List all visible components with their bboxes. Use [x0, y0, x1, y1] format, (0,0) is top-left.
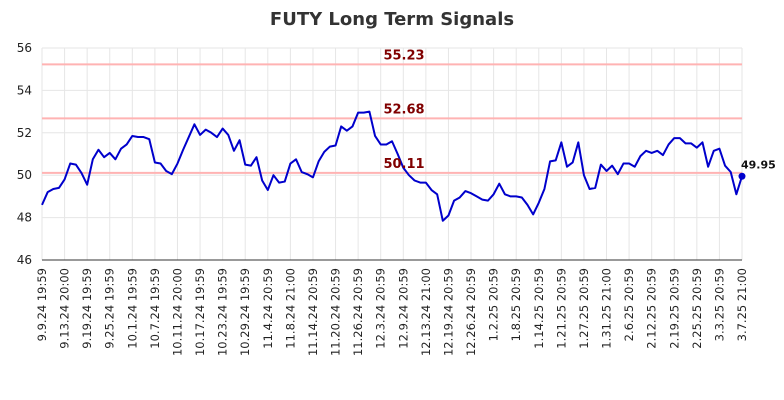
x-tick-label: 11.8.24 21:00 [283, 268, 297, 349]
x-tick-label: 11.26.24 20:59 [351, 268, 365, 356]
x-tick-label: 10.23.24 19:59 [216, 268, 230, 356]
x-tick-label: 12.19.24 20:59 [441, 268, 455, 356]
x-tick-label: 1.14.25 20:59 [532, 268, 546, 349]
series [41, 110, 746, 222]
x-tick-label: 2.25.25 20:59 [690, 268, 704, 349]
x-tick-label: 3.3.25 20:59 [712, 268, 726, 341]
x-tick-label: 10.11.24 20:00 [170, 268, 184, 356]
x-tick-label: 3.7.25 21:00 [735, 268, 749, 341]
last-value-label: 49.95 [741, 158, 776, 171]
x-tick-label: 1.31.25 21:00 [600, 268, 614, 349]
x-tick-label: 12.3.24 20:59 [374, 268, 388, 349]
axes: 46 48 50 52 54 56 9.9.24 19:59 9.13.24 20:00 9.1… [17, 41, 749, 356]
x-tick-label: 2.12.25 20:59 [645, 268, 659, 349]
levels [42, 63, 742, 174]
x-tick-label: 12.13.24 21:00 [419, 268, 433, 356]
x-tick-label: 9.13.24 20:00 [58, 268, 72, 349]
y-tick-label: 56 [17, 41, 32, 55]
x-tick-label: 9.25.24 19:59 [103, 268, 117, 349]
y-tick-label: 48 [17, 211, 32, 225]
chart-title: FUTY Long Term Signals [270, 9, 514, 30]
x-tick-label: 10.1.24 19:59 [125, 268, 139, 349]
x-tick-label: 2.6.25 20:59 [622, 268, 636, 341]
series-line [41, 110, 743, 222]
x-tick-label: 10.17.24 19:59 [193, 268, 207, 356]
last-point-marker [738, 172, 746, 180]
x-tick-label: 11.14.24 20:59 [306, 268, 320, 356]
labels: 55.23 52.68 50.11 49.95 [383, 48, 775, 172]
y-tick-label: 46 [17, 253, 32, 267]
x-tick-label: 9.19.24 19:59 [80, 268, 94, 349]
x-tick-label: 9.9.24 19:59 [35, 268, 49, 341]
x-tick-label: 11.20.24 20:59 [329, 268, 343, 356]
x-tick-label: 10.29.24 19:59 [238, 268, 252, 356]
level-label: 50.11 [383, 157, 424, 172]
x-tick-label: 12.9.24 20:59 [396, 268, 410, 349]
x-tick-label: 1.8.25 20:59 [509, 268, 523, 341]
level-label: 55.23 [383, 48, 424, 63]
x-tick-label: 1.21.25 20:59 [554, 268, 568, 349]
x-tick-label: 1.27.25 20:59 [577, 268, 591, 349]
y-tick-label: 50 [17, 168, 32, 182]
x-tick-label: 10.7.24 19:59 [148, 268, 162, 349]
x-tick-label: 12.26.24 20:59 [464, 268, 478, 356]
x-tick-label: 1.2.25 20:59 [487, 268, 501, 341]
level-label: 52.68 [383, 102, 424, 117]
x-tick-label: 11.4.24 20:59 [261, 268, 275, 349]
y-tick-label: 54 [17, 83, 32, 97]
x-tick-label: 2.19.25 20:59 [667, 268, 681, 349]
y-tick-label: 52 [17, 126, 32, 140]
